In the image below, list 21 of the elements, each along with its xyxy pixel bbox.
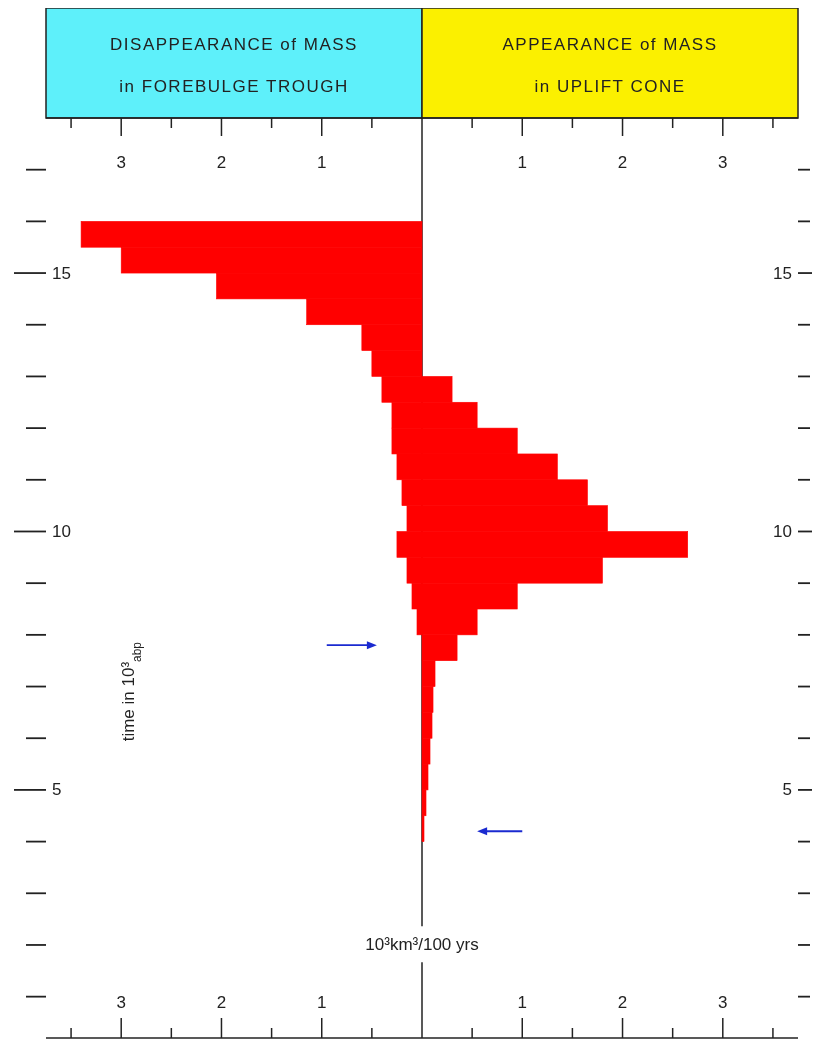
y-tick-label: 10 <box>52 521 71 541</box>
x-tick-label: 2 <box>617 153 628 172</box>
x2-tick-label: 1 <box>517 993 527 1012</box>
y2-tick-label: 10 <box>773 521 792 541</box>
x-tick-label: 3 <box>116 153 126 172</box>
y-tick-label: 15 <box>52 263 71 283</box>
x-axis-title: 10³km³/100 yrs <box>365 935 479 955</box>
x-tick-label: 1 <box>317 153 327 172</box>
x2-tick-label: 3 <box>116 993 126 1012</box>
text: APPEARANCE of MASS in UPLIFT CONE <box>502 35 718 96</box>
x2-tick-label: 2 <box>617 993 628 1012</box>
x-tick-label: 2 <box>216 153 227 172</box>
y-tick-label: 5 <box>52 780 62 800</box>
x2-tick-label: 2 <box>216 993 227 1012</box>
x-tick-label: 3 <box>718 153 728 172</box>
text: DISAPPEARANCE of MASS in FOREBULGE TROUGH <box>110 35 358 96</box>
x2-tick-label: 1 <box>317 993 327 1012</box>
y2-tick-label: 5 <box>782 780 792 800</box>
y2-tick-label: 15 <box>773 263 792 283</box>
x2-tick-label: 3 <box>718 993 728 1012</box>
x-tick-label: 1 <box>517 153 527 172</box>
